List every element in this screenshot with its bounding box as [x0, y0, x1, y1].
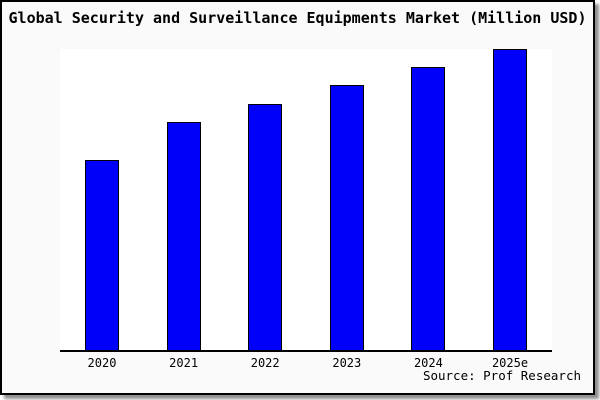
x-axis-tick-label: 2023 — [332, 356, 362, 370]
chart-panel: Global Security and Surveillance Equipme… — [0, 0, 595, 395]
x-axis-tick-label: 2020 — [87, 356, 117, 370]
x-axis-tick-label: 2022 — [250, 356, 280, 370]
bar-2022 — [248, 104, 283, 350]
x-axis-labels: 2020 2021 2022 2023 2024 2025e — [60, 356, 552, 370]
bar-2020 — [85, 160, 119, 350]
chart-title: Global Security and Surveillance Equipme… — [8, 9, 587, 27]
bar-2021 — [166, 122, 201, 350]
bar-2023 — [329, 85, 364, 350]
bar-2024 — [411, 67, 446, 350]
x-axis-tick-label: 2025e — [491, 356, 529, 370]
x-axis-tick-label: 2021 — [169, 356, 199, 370]
plot-area — [60, 49, 552, 352]
bar-2025e — [493, 49, 527, 350]
x-axis-tick-label: 2024 — [413, 356, 443, 370]
source-text: Source: Prof Research — [422, 368, 581, 383]
